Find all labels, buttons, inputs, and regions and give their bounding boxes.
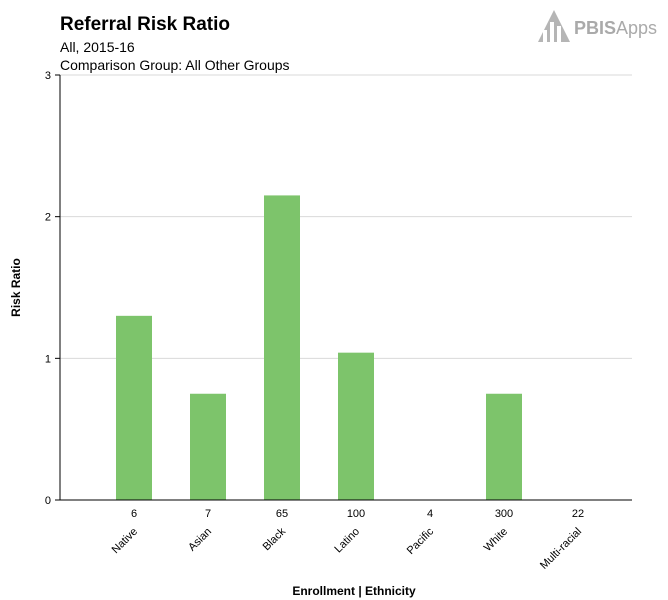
x-enrollment-label: 100	[347, 508, 365, 520]
bar-white	[486, 393, 522, 500]
x-enrollment-label: 4	[427, 508, 433, 520]
x-enrollment-label: 300	[495, 508, 513, 520]
x-category-label: Asian	[186, 526, 214, 554]
x-category-label: Multi-racial	[538, 526, 584, 572]
bar-native	[116, 315, 152, 500]
x-enrollment-label: 65	[276, 508, 288, 520]
y-tick-label: 3	[45, 70, 51, 82]
x-enrollment-label: 7	[205, 508, 211, 520]
y-tick-label: 1	[45, 353, 51, 365]
bar-latino	[338, 352, 374, 500]
x-enrollment-label: 6	[131, 508, 137, 520]
x-category-label: Native	[110, 526, 141, 557]
bar-asian	[190, 393, 226, 500]
y-axis-title: Risk Ratio	[9, 258, 23, 317]
pbisapps-logo-icon	[538, 10, 570, 42]
y-tick-label: 2	[45, 212, 51, 224]
x-category-label: Pacific	[405, 525, 437, 557]
x-category-label: Latino	[332, 526, 362, 556]
pbisapps-logo-text: PBISApps	[574, 18, 658, 38]
pbisapps-logo: PBISApps	[536, 8, 662, 48]
comparison-group-label: Comparison Group: All Other Groups	[60, 57, 290, 73]
x-category-label: White	[482, 526, 510, 554]
y-tick-label: 0	[45, 495, 51, 507]
bar-black	[264, 195, 300, 500]
x-axis-title: Enrollment | Ethnicity	[292, 584, 416, 598]
x-category-label: Black	[261, 525, 289, 553]
x-enrollment-label: 22	[572, 508, 584, 520]
chart-subtitle: All, 2015-16	[60, 39, 135, 55]
chart-title: Referral Risk Ratio	[60, 14, 231, 35]
